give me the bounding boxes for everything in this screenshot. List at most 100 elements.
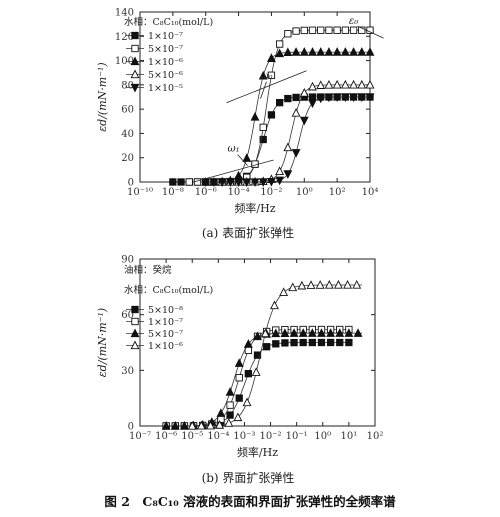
y-tick-label: 100	[115, 56, 134, 67]
data-point	[216, 408, 226, 417]
y-tick-label: 20	[121, 153, 134, 164]
data-point	[226, 401, 234, 409]
data-point	[275, 40, 284, 48]
annotation-label: ω₁	[228, 144, 240, 155]
x-tick-label: 10⁻⁵	[181, 431, 203, 442]
legend-label: 1×10⁻⁷	[148, 31, 183, 42]
data-point	[317, 26, 325, 34]
data-point	[357, 93, 367, 102]
y-tick-label: 40	[121, 129, 134, 140]
x-tick-label: 10⁻¹	[286, 431, 308, 442]
x-tick-label: 10⁻¹⁰	[127, 187, 153, 198]
x-tick-label: 10⁻²	[260, 187, 282, 198]
data-point	[266, 177, 276, 187]
data-point	[299, 88, 309, 97]
data-point	[233, 412, 243, 422]
y-axis-label: εd/(mN·m⁻¹)	[96, 62, 109, 131]
data-point	[298, 328, 308, 337]
legend-label: 1×10⁻⁶	[148, 57, 183, 68]
data-point	[242, 153, 252, 162]
data-point	[316, 80, 326, 89]
x-tick-label: 10⁻⁴	[228, 187, 250, 198]
x-tick-label: 10⁴	[362, 187, 379, 198]
y-tick-label: 0	[128, 178, 134, 189]
legend-marker	[130, 328, 140, 338]
data-point	[316, 94, 326, 104]
data-point	[185, 178, 193, 186]
data-point	[353, 328, 363, 337]
data-point	[333, 26, 341, 34]
data-point	[290, 338, 298, 347]
data-point	[340, 93, 350, 102]
legend-label: 5×10⁻⁸	[148, 305, 183, 316]
data-point	[297, 280, 307, 290]
data-point	[324, 79, 334, 89]
data-point	[289, 328, 299, 337]
data-point	[317, 328, 326, 337]
annotation-label: ε₀	[349, 16, 358, 27]
data-point	[283, 142, 293, 152]
data-point	[177, 178, 185, 186]
data-point	[306, 280, 316, 289]
x-tick-label: 10⁻⁴	[207, 431, 229, 442]
data-point	[259, 135, 267, 144]
data-point	[275, 166, 285, 175]
y-tick-label: 30	[121, 366, 134, 377]
legend-label: 5×10⁻⁷	[148, 329, 183, 340]
data-point	[242, 178, 252, 187]
data-point	[317, 338, 326, 347]
data-point	[267, 111, 276, 119]
data-point	[281, 339, 289, 347]
data-point	[260, 328, 270, 338]
data-point	[343, 279, 353, 289]
data-point	[225, 178, 235, 187]
data-point	[365, 93, 375, 102]
data-point	[283, 170, 293, 179]
legend-marker	[131, 31, 139, 40]
legend-marker	[131, 305, 139, 314]
data-point	[349, 79, 359, 89]
data-point	[217, 415, 225, 423]
data-point	[352, 279, 362, 289]
data-point	[292, 93, 300, 102]
data-point	[335, 328, 345, 337]
legend-marker	[131, 44, 139, 53]
data-point	[253, 351, 262, 359]
data-point	[206, 420, 215, 430]
data-point	[217, 178, 227, 187]
legend-marker	[130, 69, 140, 79]
data-point	[345, 338, 353, 347]
data-point	[280, 328, 290, 337]
tangent-line	[193, 159, 274, 183]
legend-label: 1×10⁻⁷	[148, 317, 183, 328]
data-point	[250, 178, 260, 187]
series-line	[205, 51, 370, 183]
data-point	[299, 338, 307, 347]
data-point	[234, 178, 244, 187]
data-point	[332, 47, 342, 56]
x-axis-label: 频率/Hz	[237, 445, 278, 459]
data-point	[308, 99, 317, 108]
data-point	[325, 26, 333, 34]
data-point	[349, 47, 359, 56]
data-point	[288, 282, 298, 292]
legend-marker	[130, 83, 140, 93]
legend-label: 5×10⁻⁶	[148, 70, 183, 81]
x-tick-label: 10²	[329, 187, 346, 198]
legend-title-water: 水相：C₈C₁₀(mol/L)	[124, 284, 213, 296]
data-point	[275, 176, 285, 186]
legend-label: 1×10⁻⁵	[148, 83, 183, 94]
x-tick-label: 10⁻³	[233, 431, 255, 442]
data-point	[275, 98, 284, 107]
legend-label: 5×10⁻⁷	[148, 44, 183, 55]
data-point	[253, 331, 262, 341]
x-tick-label: 10²	[367, 431, 384, 442]
data-point	[267, 71, 276, 79]
x-tick-label: 10¹	[341, 431, 358, 442]
data-point	[234, 358, 244, 367]
y-tick-label: 60	[121, 310, 134, 321]
data-point	[215, 420, 225, 429]
data-point	[187, 420, 197, 430]
x-tick-label: 10⁻⁶	[155, 431, 177, 442]
data-point	[235, 394, 243, 402]
